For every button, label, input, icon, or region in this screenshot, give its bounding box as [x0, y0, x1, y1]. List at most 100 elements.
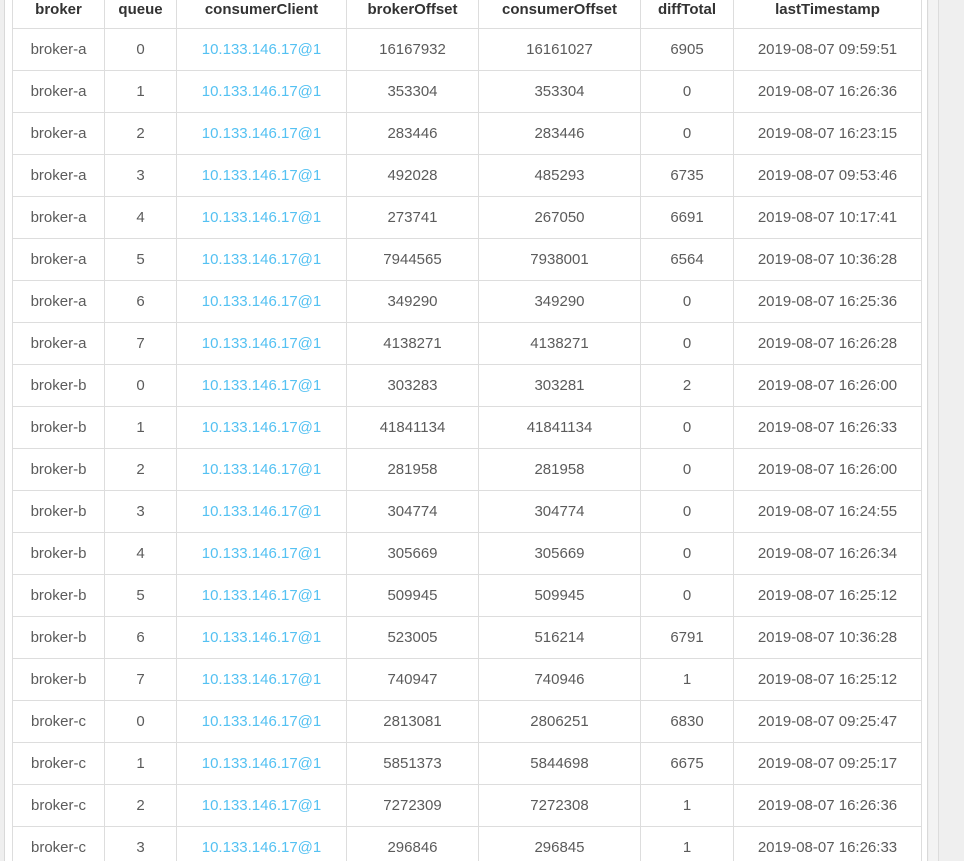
cell-lastTimestamp: 2019-08-07 16:26:00 [733, 448, 922, 491]
cell-consumerOffset: 296845 [478, 826, 641, 861]
cell-lastTimestamp: 2019-08-07 16:25:36 [733, 280, 922, 323]
cell-broker: broker-b [12, 448, 105, 491]
cell-diffTotal: 6675 [640, 742, 734, 785]
cell-diffTotal: 0 [640, 448, 734, 491]
cell-broker: broker-b [12, 364, 105, 407]
table-row: broker-a 2 10.133.146.17@1 283446 283446 0 201… [12, 112, 922, 155]
cell-diffTotal: 1 [640, 826, 734, 861]
cell-diffTotal: 6691 [640, 196, 734, 239]
cell-consumerClient: 10.133.146.17@1 [176, 700, 347, 743]
cell-broker: broker-b [12, 532, 105, 575]
cell-broker: broker-b [12, 616, 105, 659]
cell-broker: broker-a [12, 280, 105, 323]
cell-queue: 4 [104, 196, 177, 239]
cell-lastTimestamp: 2019-08-07 16:24:55 [733, 490, 922, 533]
consumer-client-link[interactable]: 10.133.146.17@1 [201, 587, 322, 604]
cell-broker: broker-a [12, 322, 105, 365]
consumer-client-link[interactable]: 10.133.146.17@1 [201, 839, 322, 856]
cell-diffTotal: 0 [640, 322, 734, 365]
cell-lastTimestamp: 2019-08-07 16:26:36 [733, 70, 922, 113]
consumer-client-link[interactable]: 10.133.146.17@1 [201, 545, 322, 562]
cell-queue: 1 [104, 70, 177, 113]
cell-queue: 6 [104, 280, 177, 323]
cell-lastTimestamp: 2019-08-07 16:26:00 [733, 364, 922, 407]
consumer-client-link[interactable]: 10.133.146.17@1 [201, 797, 322, 814]
cell-lastTimestamp: 2019-08-07 10:36:28 [733, 238, 922, 281]
cell-brokerOffset: 273741 [346, 196, 479, 239]
table-row: broker-c 2 10.133.146.17@1 7272309 7272308 1 2… [12, 784, 922, 827]
consumer-client-link[interactable]: 10.133.146.17@1 [201, 335, 322, 352]
cell-broker: broker-a [12, 196, 105, 239]
cell-brokerOffset: 305669 [346, 532, 479, 575]
cell-queue: 7 [104, 658, 177, 701]
cell-lastTimestamp: 2019-08-07 16:25:12 [733, 658, 922, 701]
cell-queue: 3 [104, 154, 177, 197]
consumer-client-link[interactable]: 10.133.146.17@1 [201, 125, 322, 142]
cell-brokerOffset: 16167932 [346, 28, 479, 71]
cell-diffTotal: 6791 [640, 616, 734, 659]
cell-lastTimestamp: 2019-08-07 16:26:33 [733, 406, 922, 449]
cell-lastTimestamp: 2019-08-07 16:26:33 [733, 826, 922, 861]
column-header-queue: queue [104, 0, 177, 29]
column-header-consumerClient: consumerClient [176, 0, 347, 29]
cell-broker: broker-c [12, 742, 105, 785]
consumer-client-link[interactable]: 10.133.146.17@1 [201, 41, 322, 58]
consumer-client-link[interactable]: 10.133.146.17@1 [201, 461, 322, 478]
table-row: broker-b 5 10.133.146.17@1 509945 509945 0 201… [12, 574, 922, 617]
consumer-client-link[interactable]: 10.133.146.17@1 [201, 377, 322, 394]
cell-consumerOffset: 516214 [478, 616, 641, 659]
cell-lastTimestamp: 2019-08-07 16:26:36 [733, 784, 922, 827]
table-body: broker-a 0 10.133.146.17@1 16167932 16161027… [12, 28, 922, 861]
cell-queue: 0 [104, 364, 177, 407]
cell-lastTimestamp: 2019-08-07 16:26:28 [733, 322, 922, 365]
table-row: broker-a 7 10.133.146.17@1 4138271 4138271 0 2… [12, 322, 922, 365]
cell-diffTotal: 0 [640, 280, 734, 323]
cell-brokerOffset: 41841134 [346, 406, 479, 449]
column-header-lastTimestamp: lastTimestamp [733, 0, 922, 29]
cell-consumerOffset: 485293 [478, 154, 641, 197]
cell-lastTimestamp: 2019-08-07 09:25:17 [733, 742, 922, 785]
cell-lastTimestamp: 2019-08-07 09:25:47 [733, 700, 922, 743]
cell-consumerClient: 10.133.146.17@1 [176, 448, 347, 491]
cell-consumerOffset: 2806251 [478, 700, 641, 743]
consumer-client-link[interactable]: 10.133.146.17@1 [201, 671, 322, 688]
cell-consumerClient: 10.133.146.17@1 [176, 532, 347, 575]
consumer-client-link[interactable]: 10.133.146.17@1 [201, 167, 322, 184]
cell-consumerClient: 10.133.146.17@1 [176, 616, 347, 659]
cell-consumerClient: 10.133.146.17@1 [176, 364, 347, 407]
cell-broker: broker-c [12, 700, 105, 743]
table-row: broker-c 3 10.133.146.17@1 296846 296845 1 201… [12, 826, 922, 861]
consumer-client-link[interactable]: 10.133.146.17@1 [201, 503, 322, 520]
cell-consumerClient: 10.133.146.17@1 [176, 490, 347, 533]
consumer-client-link[interactable]: 10.133.146.17@1 [201, 755, 322, 772]
cell-consumerOffset: 41841134 [478, 406, 641, 449]
cell-broker: broker-a [12, 28, 105, 71]
cell-consumerOffset: 304774 [478, 490, 641, 533]
cell-consumerOffset: 509945 [478, 574, 641, 617]
table-row: broker-b 0 10.133.146.17@1 303283 303281 2 201… [12, 364, 922, 407]
cell-diffTotal: 0 [640, 532, 734, 575]
table-header: broker queue consumerClient brokerOffset con… [12, 0, 922, 29]
cell-brokerOffset: 740947 [346, 658, 479, 701]
consumer-client-link[interactable]: 10.133.146.17@1 [201, 83, 322, 100]
consumer-client-link[interactable]: 10.133.146.17@1 [201, 251, 322, 268]
cell-broker: broker-a [12, 154, 105, 197]
cell-brokerOffset: 296846 [346, 826, 479, 861]
consumer-client-link[interactable]: 10.133.146.17@1 [201, 419, 322, 436]
consumer-client-link[interactable]: 10.133.146.17@1 [201, 209, 322, 226]
cell-queue: 5 [104, 574, 177, 617]
cell-consumerOffset: 267050 [478, 196, 641, 239]
table-row: broker-a 3 10.133.146.17@1 492028 485293 6735… [12, 154, 922, 197]
consumer-client-link[interactable]: 10.133.146.17@1 [201, 293, 322, 310]
cell-consumerClient: 10.133.146.17@1 [176, 406, 347, 449]
cell-queue: 2 [104, 112, 177, 155]
cell-diffTotal: 6735 [640, 154, 734, 197]
consumer-client-link[interactable]: 10.133.146.17@1 [201, 713, 322, 730]
cell-diffTotal: 0 [640, 112, 734, 155]
table-header-row: broker queue consumerClient brokerOffset con… [12, 0, 922, 29]
cell-broker: broker-a [12, 238, 105, 281]
cell-broker: broker-c [12, 784, 105, 827]
cell-consumerOffset: 281958 [478, 448, 641, 491]
cell-consumerClient: 10.133.146.17@1 [176, 826, 347, 861]
consumer-client-link[interactable]: 10.133.146.17@1 [201, 629, 322, 646]
